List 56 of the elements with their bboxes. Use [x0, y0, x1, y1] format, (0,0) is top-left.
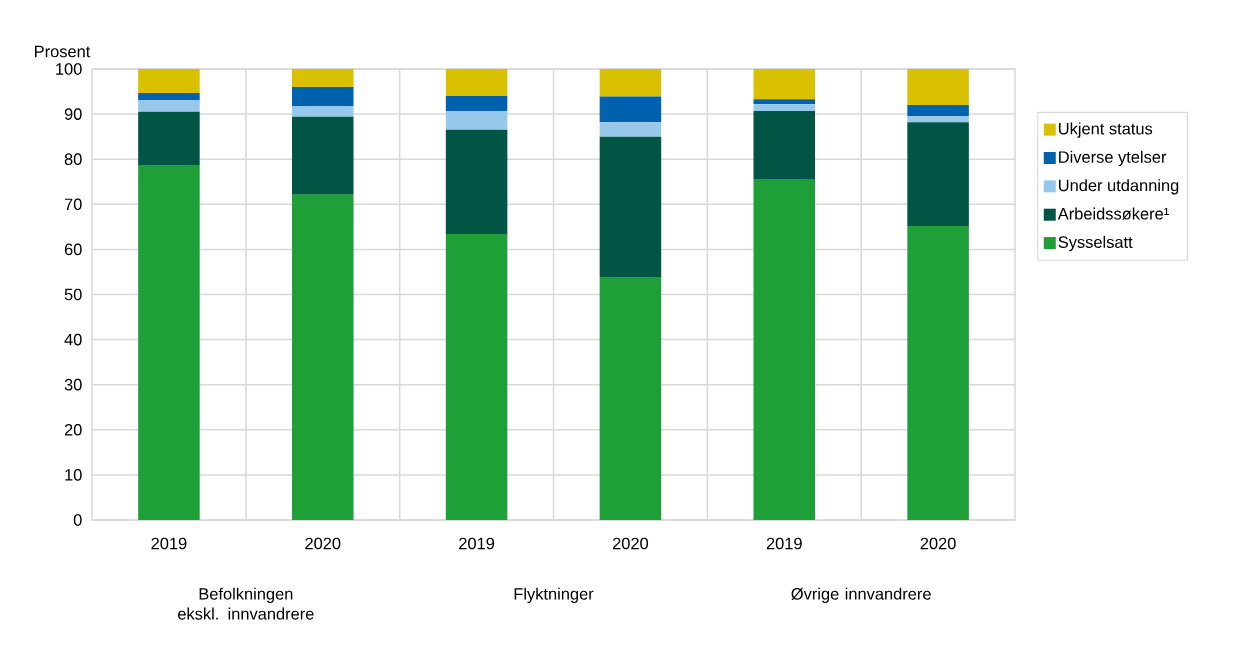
- legend-label: Arbeidssøkere¹: [1057, 207, 1169, 220]
- bar: [907, 225, 969, 520]
- y-tick-label: 100: [56, 63, 82, 75]
- bar: [292, 194, 354, 520]
- bar: [292, 68, 354, 88]
- x-tick-label: 2019: [151, 537, 187, 550]
- bar: [138, 68, 200, 93]
- legend-label: Under utdanning: [1059, 179, 1179, 195]
- y-tick-label: 40: [64, 333, 82, 346]
- text: Øvrige innvandrere: [791, 587, 931, 603]
- x-tick-label: 2020: [305, 537, 341, 550]
- bar: [445, 234, 508, 520]
- y-tick-label: 70: [64, 198, 82, 211]
- bar: [907, 122, 969, 226]
- y-tick-label: 10: [65, 469, 82, 481]
- bar: [445, 68, 508, 97]
- legend-label: Diverse ytelser: [1059, 150, 1167, 167]
- bar: [753, 110, 816, 180]
- bar: [907, 105, 969, 116]
- bar: [445, 129, 508, 235]
- text: Flyktninger: [514, 587, 594, 603]
- y-tick-label: 0: [73, 514, 82, 526]
- y-tick-label: 90: [64, 108, 82, 120]
- y-tick-label: 50: [64, 288, 82, 301]
- bar: [292, 105, 354, 117]
- bar: [753, 99, 816, 105]
- bar: [753, 104, 816, 111]
- y-tick-label: 80: [64, 153, 82, 165]
- y-tick-label: 20: [64, 423, 82, 436]
- bar: [599, 96, 662, 123]
- bar: [599, 136, 662, 277]
- y-tick-label: 30: [64, 378, 82, 391]
- bar: [599, 122, 662, 137]
- bar: [138, 100, 200, 112]
- x-tick-label: 2020: [612, 537, 649, 550]
- bar: [138, 111, 200, 166]
- bar: [753, 68, 816, 100]
- text: Befolkningen ekskl. innvandrere: [178, 587, 314, 620]
- legend-label: Ukjent status: [1059, 122, 1153, 138]
- bar: [599, 276, 662, 520]
- bar: [445, 110, 508, 130]
- x-tick-label: 2019: [766, 537, 802, 550]
- bar: [907, 68, 969, 106]
- bar: [292, 87, 354, 106]
- bar: [138, 165, 200, 520]
- bar: [138, 92, 200, 101]
- x-tick-label: 2019: [459, 537, 495, 550]
- y-axis-title: Prosent: [35, 45, 91, 58]
- bar: [753, 179, 816, 520]
- bar: [445, 96, 508, 111]
- bar: [907, 115, 969, 123]
- bar: [599, 68, 662, 97]
- bar: [292, 116, 354, 195]
- legend-label: Sysselsatt: [1058, 235, 1133, 252]
- x-tick-label: 2020: [920, 537, 956, 550]
- y-tick-label: 60: [64, 243, 82, 256]
